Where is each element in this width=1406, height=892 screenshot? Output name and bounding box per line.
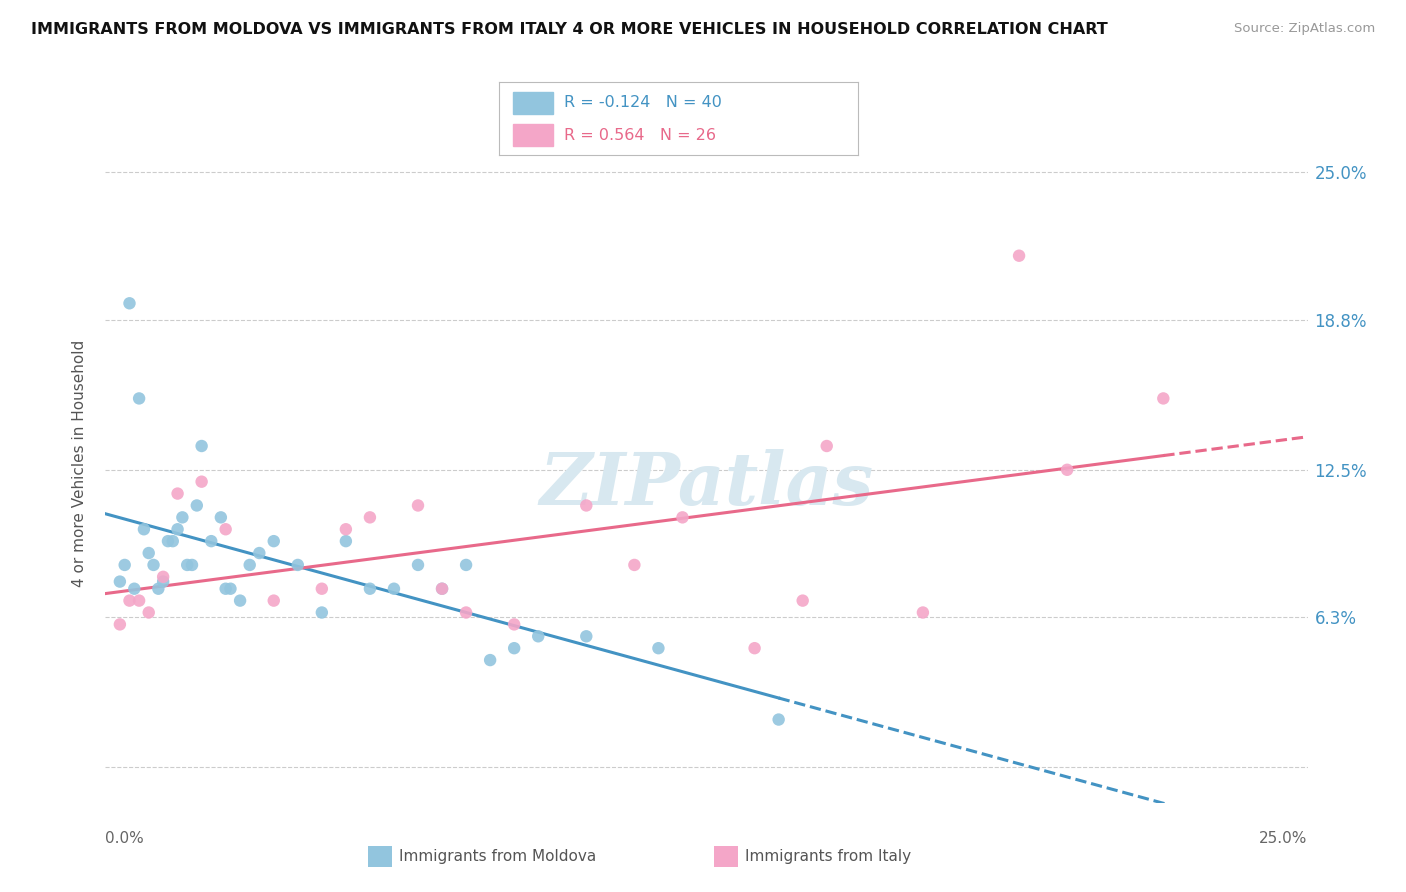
Point [430,582,453,596]
Point [359,510,381,524]
Point [623,558,645,572]
Point [176,558,198,572]
Point [128,392,150,406]
Point [190,475,212,489]
Point [815,439,838,453]
Point [239,558,262,572]
Point [138,546,160,560]
Point [479,653,502,667]
Point [172,510,194,524]
Point [911,606,934,620]
Point [214,522,236,536]
Point [406,558,429,572]
Point [128,593,150,607]
Text: ZIPatlas: ZIPatlas [540,449,873,520]
Text: IMMIGRANTS FROM MOLDOVA VS IMMIGRANTS FROM ITALY 4 OR MORE VEHICLES IN HOUSEHOLD: IMMIGRANTS FROM MOLDOVA VS IMMIGRANTS FR… [31,22,1108,37]
Point [311,606,333,620]
Point [138,606,160,620]
Point [124,582,146,596]
Point [108,574,131,589]
Point [166,522,188,536]
Point [209,510,232,524]
Point [647,641,669,656]
Point [1152,392,1174,406]
Point [454,606,477,620]
Point [247,546,270,560]
Point [671,510,693,524]
Point [503,641,526,656]
Point [335,522,357,536]
Point [359,582,381,596]
Point [186,499,208,513]
Point [200,534,222,549]
Point [166,486,188,500]
Point [148,582,170,596]
Point [527,629,550,643]
Point [156,534,179,549]
Point [335,534,357,549]
Point [108,617,131,632]
Point [382,582,405,596]
Point [152,570,174,584]
Point [142,558,165,572]
Point [263,593,285,607]
Bar [513,92,553,113]
Point [575,629,598,643]
Point [118,296,141,310]
Point [162,534,184,549]
Text: Immigrants from Italy: Immigrants from Italy [745,849,911,863]
Point [406,499,429,513]
Point [229,593,252,607]
Point [768,713,790,727]
Point [114,558,136,572]
Point [152,574,174,589]
Point [263,534,285,549]
Text: Immigrants from Moldova: Immigrants from Moldova [399,849,596,863]
Point [118,593,141,607]
Point [214,582,236,596]
Point [311,582,333,596]
Text: Source: ZipAtlas.com: Source: ZipAtlas.com [1234,22,1375,36]
Text: R = 0.564   N = 26: R = 0.564 N = 26 [564,128,716,143]
Point [190,439,212,453]
Point [430,582,453,596]
Y-axis label: 4 or more Vehicles in Household: 4 or more Vehicles in Household [72,340,87,588]
Point [454,558,477,572]
Text: R = -0.124   N = 40: R = -0.124 N = 40 [564,95,721,110]
Point [744,641,766,656]
Text: 25.0%: 25.0% [1260,831,1308,847]
Point [1056,463,1078,477]
Point [219,582,242,596]
Point [503,617,526,632]
Point [575,499,598,513]
Point [792,593,814,607]
Bar [513,125,553,146]
Point [181,558,204,572]
Point [287,558,309,572]
Text: 0.0%: 0.0% [105,831,145,847]
Point [1008,249,1031,263]
Point [132,522,155,536]
